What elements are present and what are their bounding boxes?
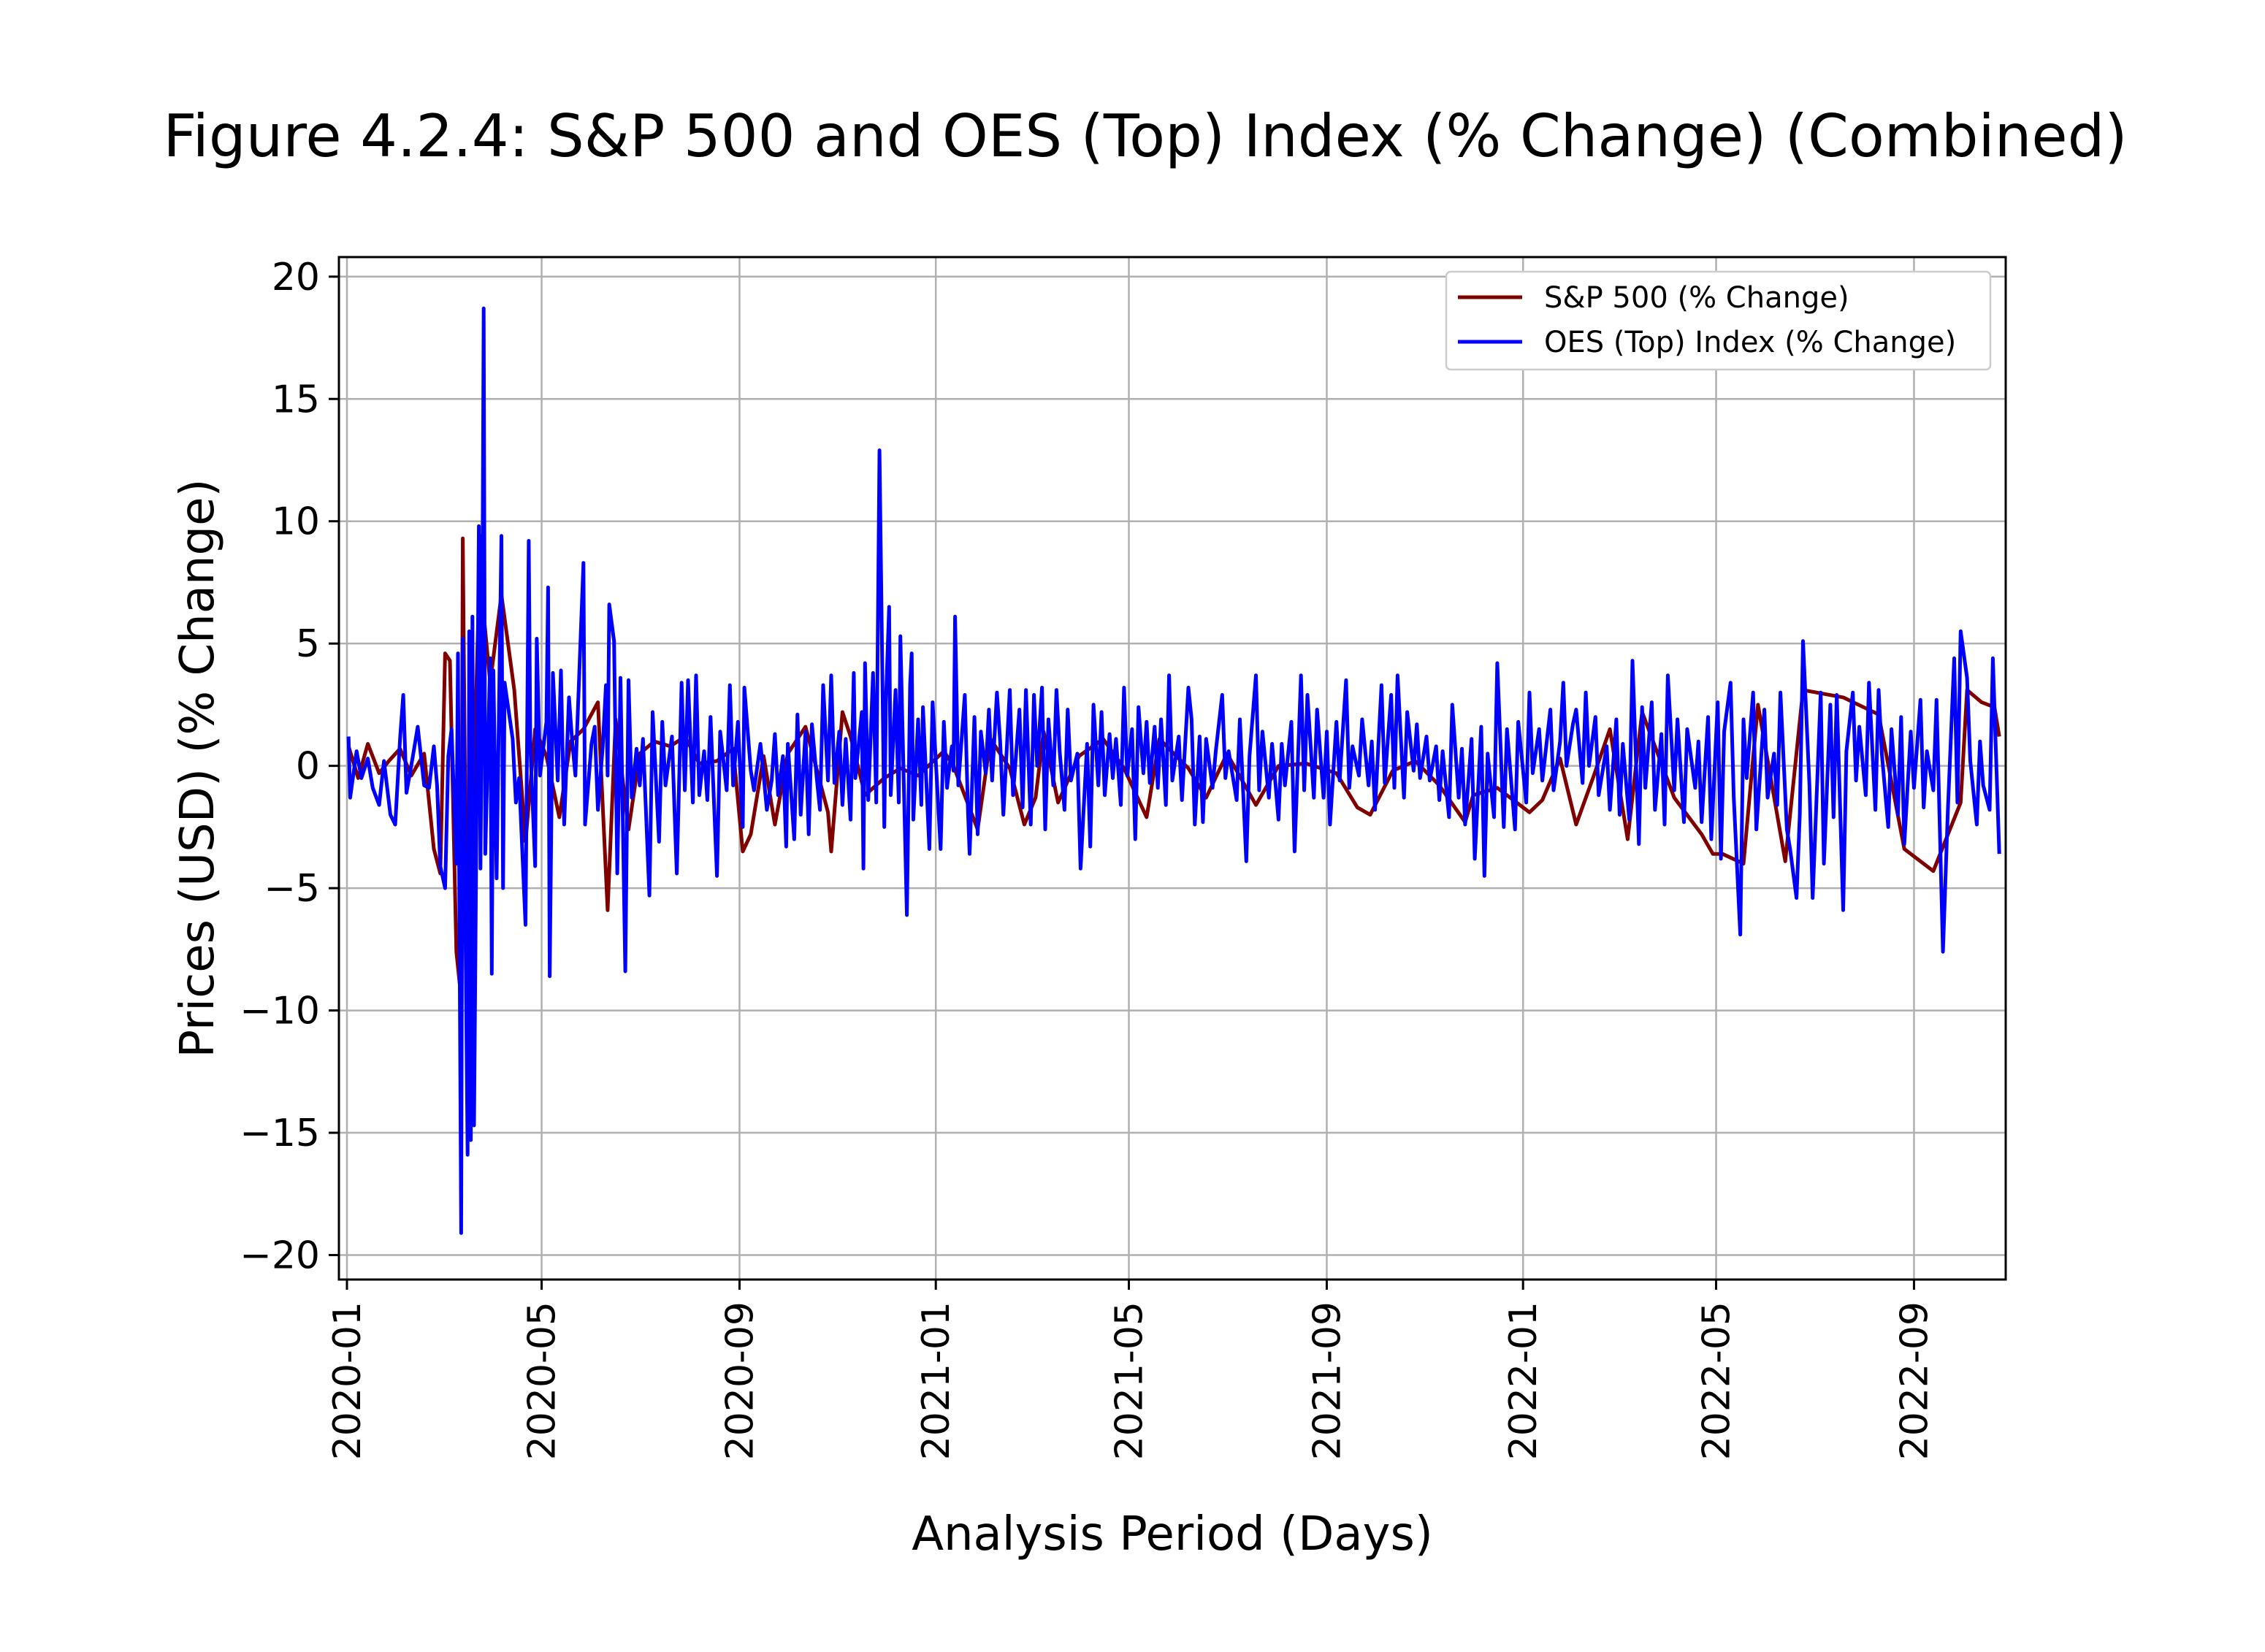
plot-series bbox=[346, 306, 2001, 1235]
x-tick-label: 2020-05 bbox=[521, 1301, 565, 1460]
chart-title: Figure 4.2.4: S&P 500 and OES (Top) Inde… bbox=[163, 102, 2127, 170]
x-tick-label: 2020-01 bbox=[326, 1301, 370, 1460]
x-axis: 2020-01 2020-05 2020-09 2021-01 2021-05 2021-… bbox=[326, 1280, 1936, 1460]
x-tick-label: 2021-09 bbox=[1305, 1301, 1349, 1460]
y-tick-label: 0 bbox=[296, 745, 320, 789]
y-tick-label: −15 bbox=[240, 1112, 320, 1155]
legend-label-oes: OES (Top) Index (% Change) bbox=[1544, 326, 1956, 359]
x-tick-label: 2021-01 bbox=[914, 1301, 958, 1460]
series-line-oes bbox=[346, 306, 2001, 1235]
plot-frame bbox=[337, 256, 2007, 1281]
x-tick-label: 2022-09 bbox=[1892, 1301, 1936, 1460]
legend-box bbox=[1445, 270, 1992, 371]
y-tick-label: 5 bbox=[296, 622, 320, 666]
y-tick-label: −10 bbox=[240, 990, 320, 1033]
x-tick-label: 2021-05 bbox=[1108, 1301, 1152, 1460]
legend: S&P 500 (% Change) OES (Top) Index (% Ch… bbox=[1445, 270, 1992, 371]
y-tick-label: −5 bbox=[264, 867, 320, 911]
x-tick-label: 2020-09 bbox=[718, 1301, 762, 1460]
y-tick-label: 15 bbox=[272, 378, 320, 421]
y-axis-label: Prices (USD) (% Change) bbox=[171, 479, 225, 1058]
legend-label-sp500: S&P 500 (% Change) bbox=[1544, 281, 1849, 315]
x-tick-label: 2022-05 bbox=[1695, 1301, 1739, 1460]
x-axis-label: Analysis Period (Days) bbox=[912, 1507, 1433, 1561]
y-axis: 20 15 10 5 0 −5 −10 −15 −20 bbox=[240, 256, 339, 1278]
x-tick-label: 2022-01 bbox=[1502, 1301, 1546, 1460]
y-tick-label: 20 bbox=[272, 256, 320, 299]
y-tick-label: 10 bbox=[272, 500, 320, 544]
y-tick-label: −20 bbox=[240, 1234, 320, 1278]
